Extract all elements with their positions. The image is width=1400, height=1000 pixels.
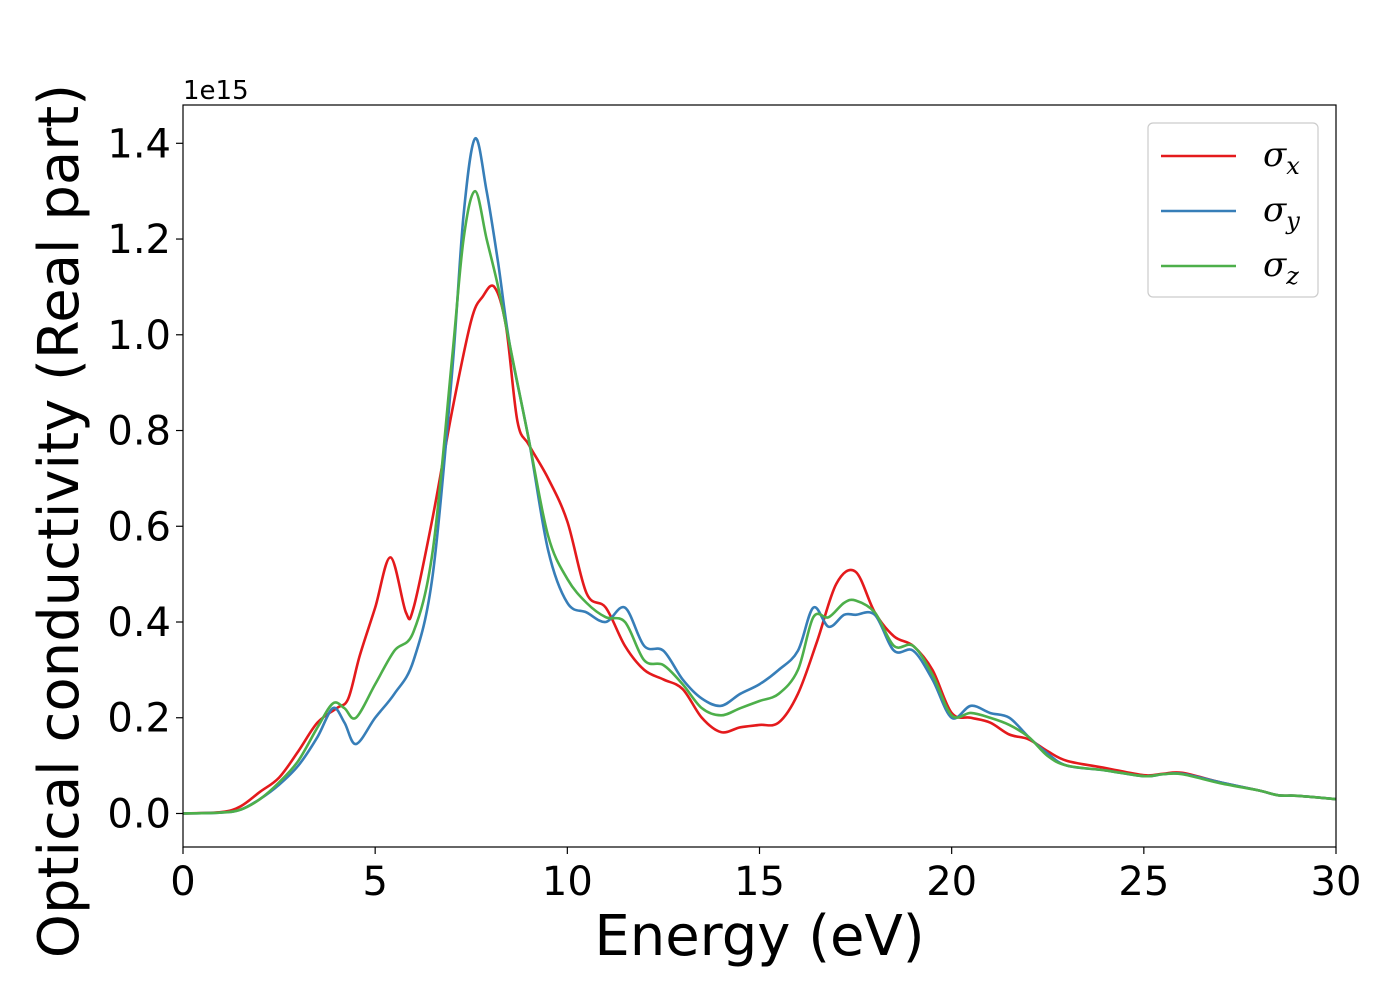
y-tick-label: 0.0 bbox=[107, 791, 171, 837]
series-line-y bbox=[183, 137, 1336, 815]
y-offset-label: 1e15 bbox=[183, 76, 249, 106]
x-tick-label: 30 bbox=[1311, 859, 1362, 905]
legend-label-z: σz bbox=[1263, 245, 1299, 290]
y-tick-label: 0.2 bbox=[107, 696, 171, 742]
series-line-x bbox=[183, 284, 1336, 815]
x-axis-title: Energy (eV) bbox=[594, 904, 924, 969]
y-tick-label: 1.2 bbox=[107, 217, 171, 263]
y-axis: 0.0 0.2 0.4 0.6 0.8 1.0 1.2 1.4 bbox=[107, 121, 183, 837]
y-tick-label: 0.8 bbox=[107, 409, 171, 455]
legend-label-x: σx bbox=[1263, 135, 1300, 180]
x-tick-label: 20 bbox=[926, 859, 977, 905]
legend-label-y: σy bbox=[1263, 190, 1300, 235]
y-tick-label: 0.6 bbox=[107, 504, 171, 550]
x-tick-label: 5 bbox=[362, 859, 387, 905]
series-layer bbox=[183, 137, 1336, 815]
x-tick-label: 25 bbox=[1118, 859, 1169, 905]
x-tick-label: 15 bbox=[734, 859, 785, 905]
x-axis: 0 5 10 15 20 25 30 bbox=[170, 847, 1361, 905]
y-tick-label: 1.4 bbox=[107, 121, 171, 167]
legend: σx σy σz bbox=[1147, 122, 1319, 298]
y-tick-label: 0.4 bbox=[107, 600, 171, 646]
x-tick-label: 10 bbox=[542, 859, 593, 905]
plot-area bbox=[183, 105, 1336, 847]
series-line-z bbox=[183, 189, 1336, 815]
y-tick-label: 1.0 bbox=[107, 313, 171, 359]
x-tick-label: 0 bbox=[170, 859, 195, 905]
y-axis-title: Optical conductivity (Real part) bbox=[27, 84, 92, 958]
